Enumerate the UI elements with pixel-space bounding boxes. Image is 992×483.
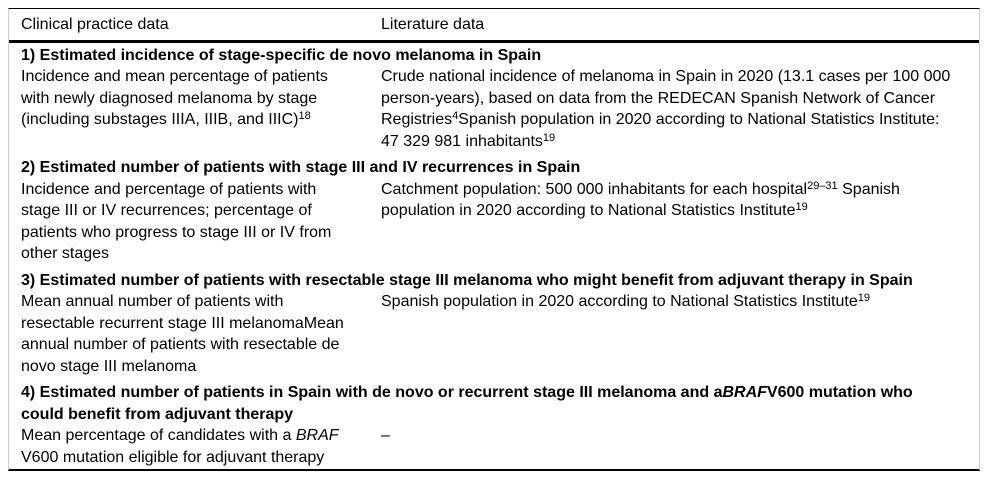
literature-cell: Spanish population in 2020 according to … (381, 292, 870, 311)
reference-data-table: Clinical practice data Literature data 1… (8, 8, 980, 471)
literature-cell: – (381, 427, 390, 444)
section-title: 2) Estimated number of patients with sta… (21, 159, 581, 176)
section-title: 4) Estimated number of patients in Spain… (21, 384, 913, 423)
section-body-row: Incidence and mean percentage of patient… (21, 66, 957, 152)
clinical-practice-cell: Mean annual number of patients with rese… (21, 293, 344, 375)
table-header-row: Clinical practice data Literature data (9, 9, 979, 43)
literature-cell: Crude national incidence of melanoma in … (381, 68, 951, 150)
literature-cell: Catchment population: 500 000 inhabitant… (381, 179, 900, 219)
table-section: 2) Estimated number of patients with sta… (21, 157, 957, 265)
clinical-practice-cell: Incidence and percentage of patients wit… (21, 180, 332, 263)
table-section: 1) Estimated incidence of stage-specific… (21, 45, 957, 153)
section-title: 3) Estimated number of patients with res… (21, 271, 913, 289)
table-section: 3) Estimated number of patients with res… (21, 270, 957, 378)
section-body-row: Mean percentage of candidates with a BRA… (21, 425, 957, 468)
column-header-literature-data: Literature data (381, 16, 485, 33)
clinical-practice-cell: Mean percentage of candidates with a BRA… (21, 427, 339, 466)
column-header-clinical-practice-data: Clinical practice data (21, 16, 169, 33)
clinical-practice-cell: Incidence and mean percentage of patient… (21, 68, 328, 128)
section-title: 1) Estimated incidence of stage-specific… (21, 46, 542, 64)
table-section: 4) Estimated number of patients in Spain… (21, 382, 957, 468)
section-body-row: Mean annual number of patients with rese… (21, 291, 957, 377)
table-body: 1) Estimated incidence of stage-specific… (9, 43, 979, 469)
section-body-row: Incidence and percentage of patients wit… (21, 179, 957, 265)
